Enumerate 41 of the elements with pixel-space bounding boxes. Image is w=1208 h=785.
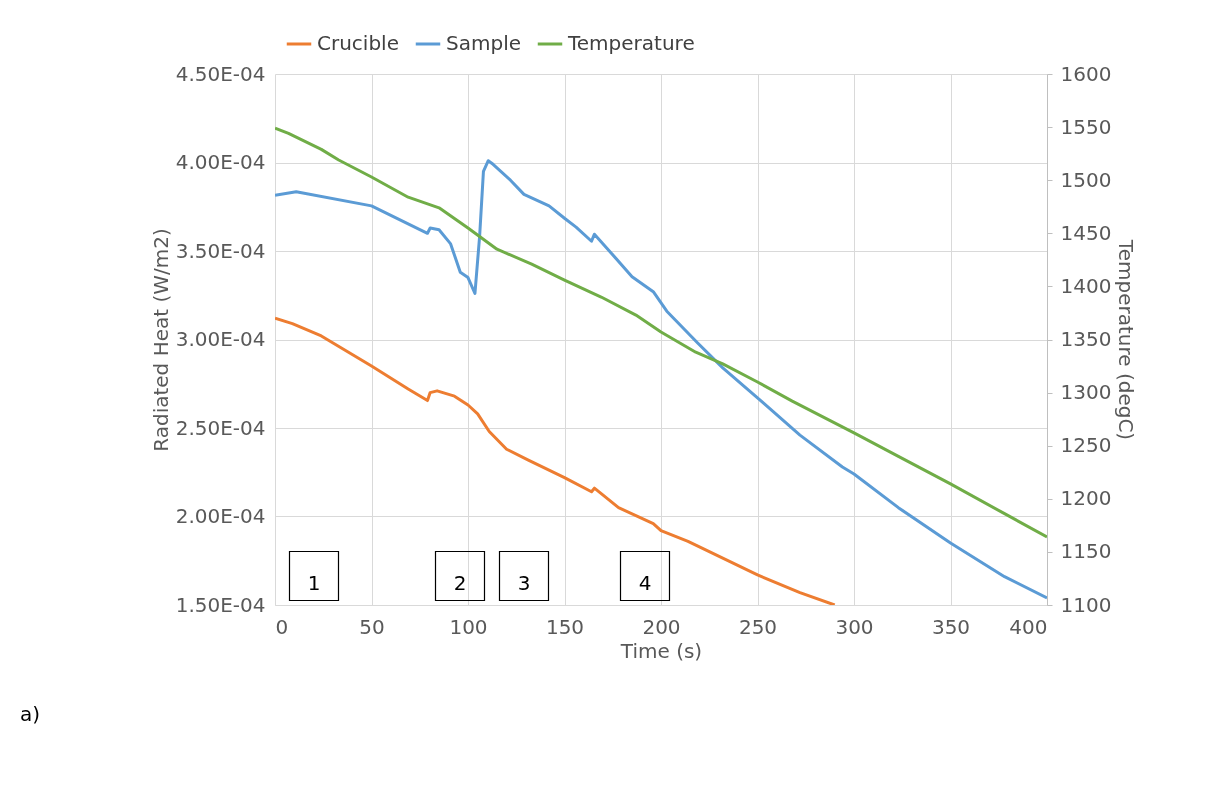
x-tick-label: 150 (545, 614, 585, 639)
line-series (275, 126, 1047, 539)
y2-tick-label: 1150 (1060, 539, 1112, 564)
y-tick-label: 3.50E-04 (175, 238, 266, 263)
y-tick-label: 3.00E-04 (175, 327, 266, 351)
y2-tick-label: 1600 (1060, 61, 1112, 86)
y-tick-label: 2.00E-04 (175, 504, 266, 528)
y2-tick-label: 1450 (1060, 220, 1112, 245)
x-tick-label: 400 (1009, 614, 1048, 639)
legend-label: Crucible (317, 31, 399, 55)
x-tick-label: 200 (642, 614, 681, 639)
y-tick-label: 1.50E-04 (175, 592, 266, 617)
x-axis-title: Time (s) (619, 638, 703, 663)
x-tick-label: 250 (738, 614, 778, 639)
y-tick-label: 4.50E-04 (175, 61, 266, 86)
x-tick-label: 50 (359, 614, 385, 639)
y2-tick-label: 1200 (1060, 486, 1112, 511)
y2-tick-label: 1300 (1060, 380, 1112, 405)
y2-tick-label: 1550 (1060, 114, 1112, 139)
x-tick-label: 100 (449, 614, 488, 639)
y2-axis-title: Temperature (degC) (1114, 238, 1139, 441)
annotation: 2 (453, 571, 467, 595)
annotation: 1 (307, 571, 321, 595)
y2-tick-label: 1100 (1060, 592, 1112, 617)
y2-tick-label: 1350 (1060, 327, 1112, 351)
annotation: 3 (517, 571, 531, 595)
x-tick-label: 300 (835, 614, 874, 639)
y2-tick-label: 1400 (1060, 273, 1112, 298)
y-tick-label: 4.00E-04 (175, 150, 266, 174)
x-tick-label: 0 (275, 614, 289, 639)
y-tick-label: 2.50E-04 (175, 415, 266, 440)
y2-tick-label: 1500 (1060, 167, 1112, 192)
line-series (275, 159, 1047, 600)
legend-label: Temperature (567, 31, 695, 55)
line-series (275, 316, 837, 605)
y2-tick-label: 1250 (1060, 433, 1112, 458)
legend-label: Sample (446, 31, 521, 55)
text: a) (20, 702, 41, 726)
x-tick-label: 350 (931, 614, 971, 639)
annotation: 4 (638, 571, 652, 595)
y-axis-title: Radiated Heat (W/m2) (148, 228, 173, 452)
